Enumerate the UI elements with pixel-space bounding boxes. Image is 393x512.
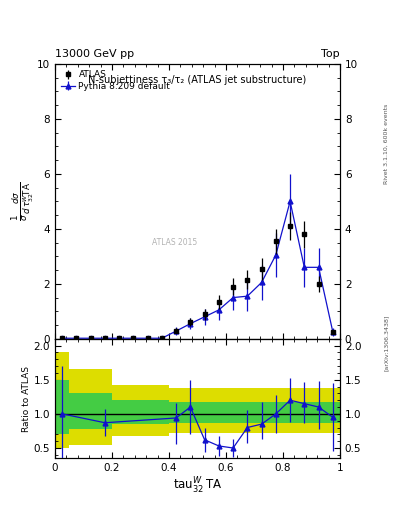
Text: ATLAS 2015: ATLAS 2015 bbox=[152, 238, 197, 247]
Text: Rivet 3.1.10, 600k events: Rivet 3.1.10, 600k events bbox=[384, 103, 389, 183]
Y-axis label: $\frac{1}{\sigma}\frac{d\sigma}{d\,\tau_{32}^{W}\!\mathrm{TA}}$: $\frac{1}{\sigma}\frac{d\sigma}{d\,\tau_… bbox=[11, 182, 36, 221]
Legend: ATLAS, Pythia 8.209 default: ATLAS, Pythia 8.209 default bbox=[59, 69, 172, 93]
X-axis label: $\mathrm{tau}_{32}^{W}\,\mathrm{TA}$: $\mathrm{tau}_{32}^{W}\,\mathrm{TA}$ bbox=[173, 476, 222, 496]
Text: [arXiv:1306.3438]: [arXiv:1306.3438] bbox=[384, 315, 389, 371]
Text: 13000 GeV pp: 13000 GeV pp bbox=[55, 49, 134, 59]
Text: N-subjettiness τ₃/τ₂ (ATLAS jet substructure): N-subjettiness τ₃/τ₂ (ATLAS jet substruc… bbox=[88, 75, 307, 85]
Y-axis label: Ratio to ATLAS: Ratio to ATLAS bbox=[22, 366, 31, 432]
Text: Top: Top bbox=[321, 49, 340, 59]
